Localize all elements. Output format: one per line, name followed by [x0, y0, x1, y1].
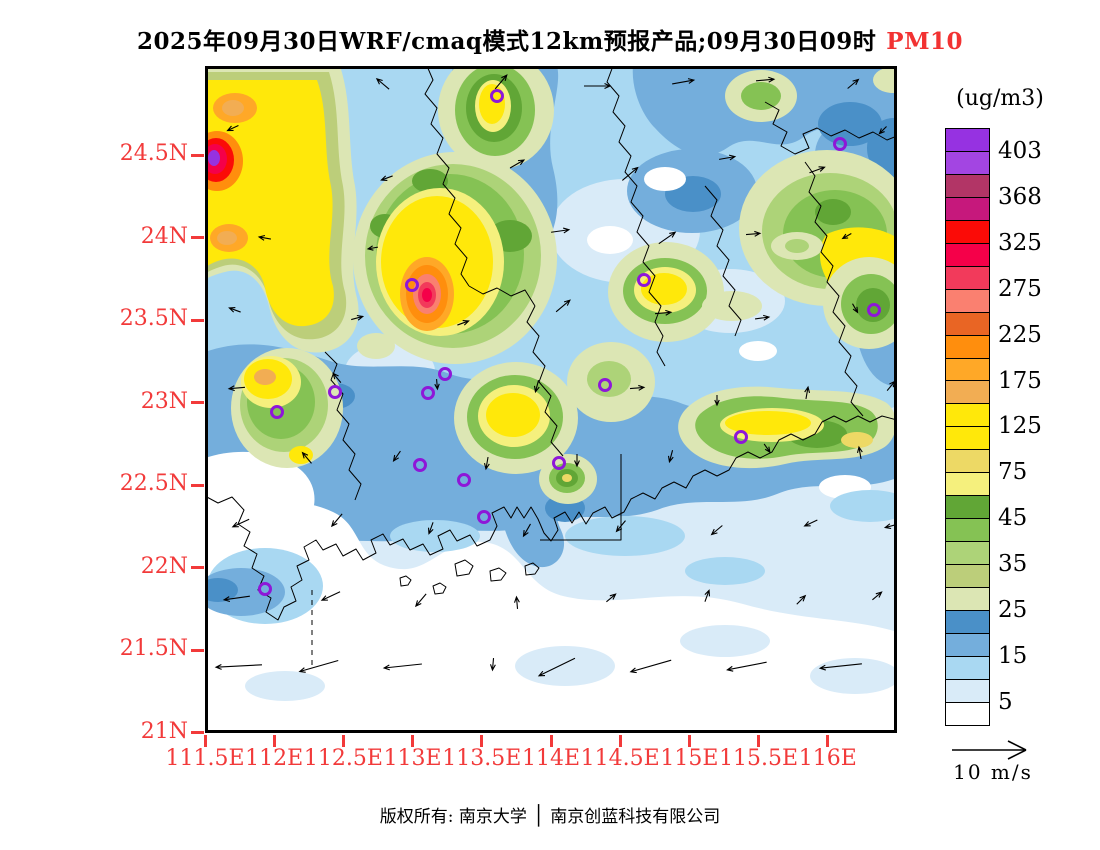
- colorbar-tick-label: 325: [998, 229, 1042, 256]
- colorbar-cell: [946, 519, 989, 543]
- colorbar-cell: [946, 358, 989, 382]
- colorbar-cell: [946, 450, 989, 474]
- lat-tick-label: 22N: [140, 553, 188, 579]
- lon-tick-label: 112.5E: [303, 746, 383, 771]
- colorbar-cell: [946, 220, 989, 244]
- copyright: 版权所有: 南京大学 │ 南京创蓝科技有限公司: [0, 802, 1100, 827]
- colorbar-tick-label: 368: [998, 183, 1042, 210]
- lon-tick: [341, 735, 345, 747]
- lat-tick-label: 22.5N: [119, 471, 188, 497]
- colorbar-cell: [946, 542, 989, 566]
- colorbar-tick-label: 175: [998, 367, 1042, 394]
- colorbar-cell: [946, 611, 989, 634]
- lat-tick-label: 21N: [140, 718, 188, 744]
- lat-tick: [191, 648, 204, 652]
- lon-tick-label: 115.5E: [719, 746, 799, 771]
- colorbar-cell: [946, 404, 989, 428]
- lat-tick: [191, 153, 204, 157]
- colorbar-tick-label: 275: [998, 275, 1042, 302]
- colorbar-unit: (ug/m3): [956, 86, 1044, 111]
- colorbar-tick-label: 45: [998, 505, 1028, 532]
- lat-tick: [191, 731, 204, 735]
- lon-tick-label: 116E: [798, 746, 857, 771]
- lat-tick-label: 23N: [140, 388, 188, 414]
- colorbar-cell: [946, 496, 989, 520]
- lon-tick-label: 115E: [660, 746, 719, 771]
- lon-tick-label: 111.5E: [165, 746, 245, 771]
- lon-tick: [757, 735, 761, 747]
- map-canvas: [205, 66, 897, 733]
- colorbar-tick-label: 15: [998, 643, 1028, 670]
- colorbar-tick-label: 5: [998, 689, 1013, 715]
- colorbar-cell: [946, 702, 989, 725]
- wind-legend-label: 10 m/s: [953, 760, 1033, 784]
- colorbar-cell: [946, 427, 989, 451]
- colorbar-cell: [946, 656, 989, 680]
- lat-tick: [191, 318, 204, 322]
- colorbar-tick-label: 403: [998, 137, 1042, 164]
- lon-tick: [411, 735, 415, 747]
- colorbar-cell: [946, 312, 989, 336]
- lat-tick-label: 23.5N: [119, 306, 188, 332]
- lon-tick: [549, 735, 553, 747]
- colorbar-cell: [946, 174, 989, 198]
- lat-tick: [191, 483, 204, 487]
- lon-tick-label: 114E: [521, 746, 581, 771]
- lon-tick: [687, 735, 691, 747]
- title-main: 2025年09月30日WRF/cmaq模式12km预报产品;09月30日09时: [136, 28, 877, 55]
- colorbar-cell: [946, 289, 989, 313]
- figure-title: 2025年09月30日WRF/cmaq模式12km预报产品;09月30日09时 P…: [0, 22, 1100, 56]
- copyright-left: 版权所有: 南京大学: [379, 807, 527, 827]
- lat-tick-label: 21.5N: [119, 636, 188, 662]
- lat-tick: [191, 566, 204, 570]
- lon-tick: [618, 735, 622, 747]
- lon-tick: [480, 735, 484, 747]
- colorbar-cell: [946, 335, 989, 359]
- title-species: PM10: [886, 28, 964, 55]
- lon-tick-label: 113.5E: [442, 746, 522, 771]
- colorbar-cell: [946, 381, 989, 405]
- colorbar-cell: [946, 565, 989, 589]
- colorbar-cell: [946, 679, 989, 703]
- colorbar-tick-label: 225: [998, 321, 1042, 348]
- colorbar-cell: [946, 633, 989, 657]
- colorbar-tick-label: 125: [998, 413, 1042, 440]
- colorbar-tick-label: 35: [998, 551, 1028, 578]
- lat-tick-label: 24N: [140, 223, 188, 249]
- lon-tick: [203, 735, 207, 747]
- lon-tick-label: 112E: [245, 746, 304, 771]
- copyright-divider: │: [532, 805, 545, 827]
- colorbar-cell: [946, 197, 989, 221]
- colorbar: [945, 128, 990, 726]
- lat-tick-label: 24.5N: [119, 141, 188, 166]
- lon-tick-label: 113E: [383, 746, 442, 771]
- copyright-right: 南京创蓝科技有限公司: [550, 807, 721, 827]
- lon-tick-label: 114.5E: [580, 746, 660, 771]
- colorbar-cell: [946, 473, 989, 497]
- colorbar-tick-label: 25: [998, 597, 1028, 624]
- colorbar-cell: [946, 588, 989, 612]
- wind-reference-arrow-icon: [952, 740, 1027, 760]
- lat-tick: [191, 401, 204, 405]
- lon-tick: [826, 735, 830, 747]
- colorbar-cell: [946, 151, 989, 175]
- colorbar-cell: [946, 266, 989, 290]
- lat-tick: [191, 236, 204, 240]
- colorbar-tick-label: 75: [998, 459, 1028, 486]
- colorbar-cell: [946, 129, 989, 152]
- lon-tick: [272, 735, 276, 747]
- colorbar-cell: [946, 243, 989, 267]
